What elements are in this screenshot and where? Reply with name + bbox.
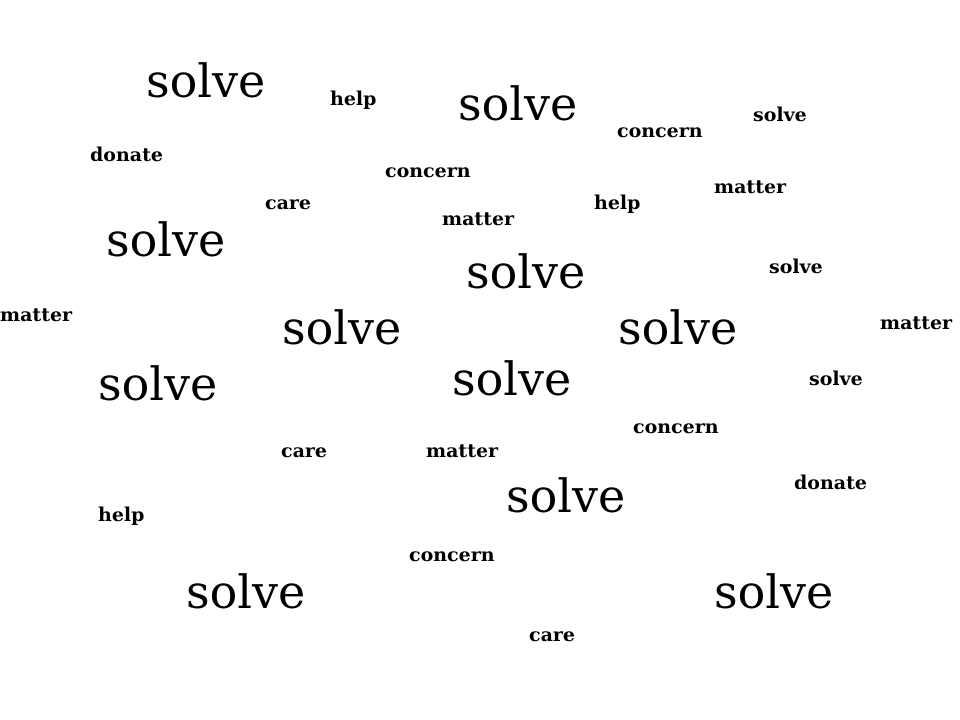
cloud-word: donate (90, 144, 163, 166)
cloud-word: matter (714, 176, 787, 198)
cloud-word: solve (809, 368, 863, 390)
cloud-word: care (265, 192, 311, 214)
cloud-word: care (281, 440, 327, 462)
cloud-word: solve (186, 565, 306, 619)
cloud-word: solve (506, 469, 626, 523)
cloud-word: solve (452, 352, 572, 406)
cloud-word: care (529, 624, 575, 646)
cloud-word: solve (282, 301, 402, 355)
cloud-word: concern (409, 544, 495, 566)
cloud-word: concern (385, 160, 471, 182)
cloud-word: solve (466, 245, 586, 299)
cloud-word: donate (794, 472, 867, 494)
cloud-word: solve (458, 77, 578, 131)
cloud-word: solve (146, 54, 266, 108)
cloud-word: solve (714, 565, 834, 619)
cloud-word: solve (769, 256, 823, 278)
cloud-word: solve (618, 301, 738, 355)
cloud-word: concern (633, 416, 719, 438)
cloud-word: matter (0, 304, 73, 326)
cloud-word: help (98, 504, 145, 526)
cloud-word: concern (617, 120, 703, 142)
cloud-word: solve (98, 357, 218, 411)
cloud-word: matter (426, 440, 499, 462)
cloud-word: help (330, 88, 377, 110)
cloud-word: solve (106, 213, 226, 267)
cloud-word: matter (442, 208, 515, 230)
cloud-word: solve (753, 104, 807, 126)
cloud-word: help (594, 192, 641, 214)
cloud-word: matter (880, 312, 953, 334)
